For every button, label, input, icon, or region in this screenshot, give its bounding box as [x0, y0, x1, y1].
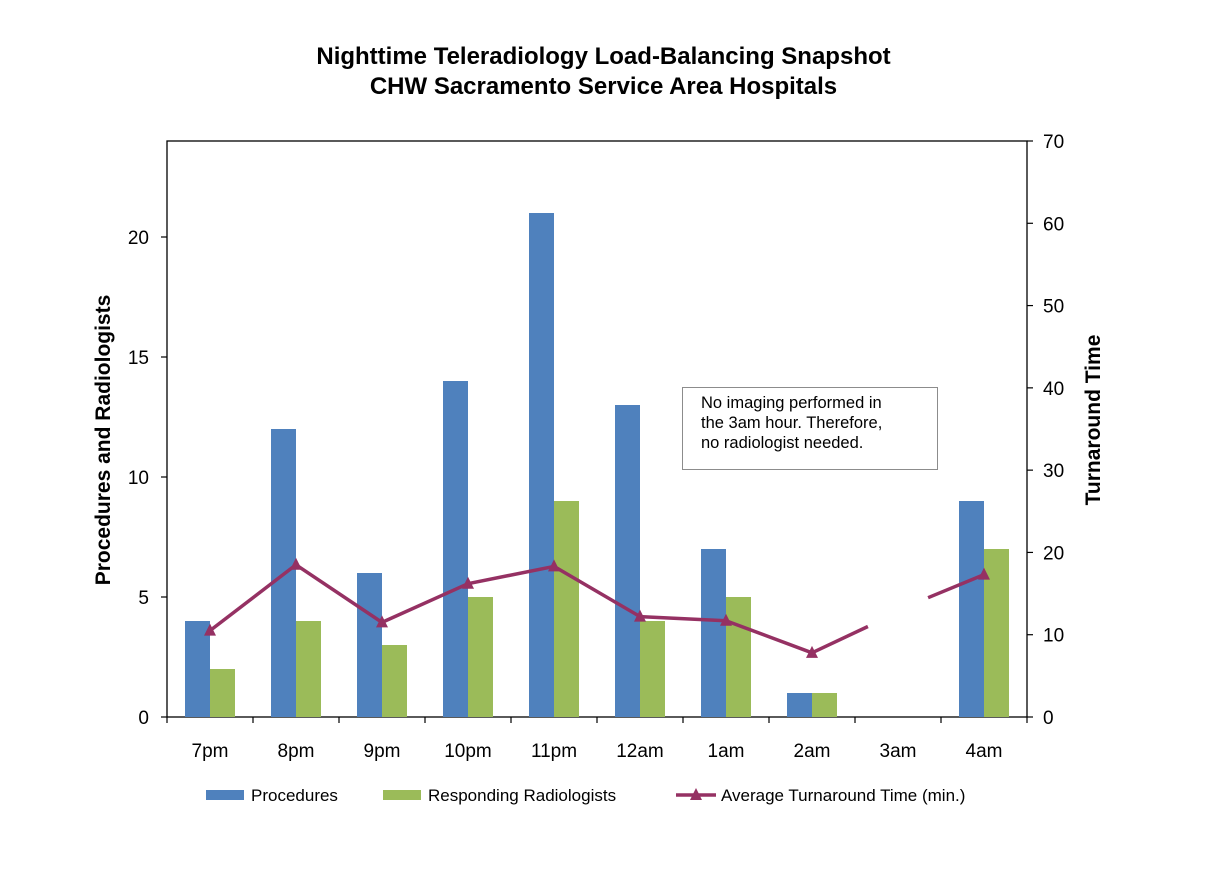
bar-responding-radiologists-9pm: [382, 645, 407, 717]
x-tick-label-9pm: 9pm: [364, 741, 401, 762]
y-tick-label: 15: [128, 348, 149, 369]
bar-responding-radiologists-2am: [812, 693, 837, 717]
y-tick-label: 0: [138, 708, 149, 729]
x-tick-label-12am: 12am: [616, 741, 664, 762]
bar-procedures-2am: [787, 693, 812, 717]
y2-tick-label: 50: [1043, 297, 1064, 318]
legend-label-radiologists: Responding Radiologists: [428, 786, 616, 805]
y2-tick-label: 30: [1043, 461, 1064, 482]
legend-swatch-radiologists: [383, 790, 421, 800]
turnaround-marker-8pm: [290, 557, 302, 570]
x-tick-label-4am: 4am: [966, 741, 1003, 762]
x-tick-label-3am: 3am: [880, 741, 917, 762]
axes-group: 0 5 10 15 20 0 10 20 30 40 50 60 70 7pm 8pm 9pm 10pm 11pm…: [128, 132, 1064, 762]
y2-tick-label: 70: [1043, 132, 1064, 153]
annotation-line-3: no radiologist needed.: [701, 434, 864, 452]
y-tick-label: 20: [128, 228, 149, 249]
bar-responding-radiologists-11pm: [554, 501, 579, 717]
bar-responding-radiologists-10pm: [468, 597, 493, 717]
turnaround-marker-11pm: [548, 559, 560, 572]
legend-label-procedures: Procedures: [251, 786, 338, 805]
turnaround-line-stub: [811, 624, 869, 655]
legend-swatch-turnaround-marker: [690, 788, 702, 800]
bar-procedures-1am: [701, 549, 726, 717]
turnaround-marker-4am: [978, 567, 990, 580]
annotation-line-2: the 3am hour. Therefore,: [701, 414, 883, 432]
y-tick-label: 5: [138, 588, 149, 609]
bars-group: [185, 213, 1009, 717]
chart-title-line-2: CHW Sacramento Service Area Hospitals: [369, 73, 838, 100]
bar-responding-radiologists-1am: [726, 597, 751, 717]
line-group: [204, 557, 990, 658]
turnaround-marker-10pm: [462, 576, 474, 589]
y2-tick-label: 20: [1043, 543, 1064, 564]
y2-tick-label: 10: [1043, 626, 1064, 647]
y-tick-label: 10: [128, 468, 149, 489]
bar-procedures-11pm: [529, 213, 554, 717]
bar-procedures-12am: [615, 405, 640, 717]
annotation-line-1: No imaging performed in: [701, 394, 882, 412]
x-tick-label-11pm: 11pm: [531, 741, 577, 762]
bar-procedures-9pm: [357, 573, 382, 717]
turnaround-marker-7pm: [204, 623, 216, 636]
y2-tick-label: 40: [1043, 379, 1064, 400]
bar-procedures-7pm: [185, 621, 210, 717]
y2-axis-title: Turnaround Time: [1082, 335, 1105, 506]
annotation-box: No imaging performed in the 3am hour. Th…: [682, 387, 938, 470]
bar-responding-radiologists-8pm: [296, 621, 321, 717]
bar-responding-radiologists-12am: [640, 621, 665, 717]
legend: Procedures Responding Radiologists Average…: [206, 786, 965, 805]
bar-responding-radiologists-4am: [984, 549, 1009, 717]
bar-procedures-4am: [959, 501, 984, 717]
turnaround-line-segment: [208, 563, 813, 655]
x-tick-label-2am: 2am: [794, 741, 831, 762]
chart-title-line-1: Nighttime Teleradiology Load-Balancing S…: [316, 43, 891, 70]
x-tick-label-1am: 1am: [708, 741, 745, 762]
legend-swatch-procedures: [206, 790, 244, 800]
y-axis-title: Procedures and Radiologists: [92, 295, 115, 586]
x-tick-label-8pm: 8pm: [278, 741, 315, 762]
turnaround-marker-12am: [634, 609, 646, 622]
x-tick-label-7pm: 7pm: [192, 741, 229, 762]
y2-tick-label: 0: [1043, 708, 1054, 729]
bar-procedures-10pm: [443, 381, 468, 717]
turnaround-line-stub: [927, 573, 985, 600]
turnaround-marker-1am: [720, 613, 732, 626]
turnaround-marker-9pm: [376, 615, 388, 628]
x-tick-label-10pm: 10pm: [444, 741, 492, 762]
legend-label-turnaround: Average Turnaround Time (min.): [721, 786, 965, 805]
bar-responding-radiologists-7pm: [210, 669, 235, 717]
turnaround-marker-2am: [806, 645, 818, 658]
y2-tick-label: 60: [1043, 214, 1064, 235]
chart-title: Nighttime Teleradiology Load-Balancing S…: [0, 42, 1207, 102]
